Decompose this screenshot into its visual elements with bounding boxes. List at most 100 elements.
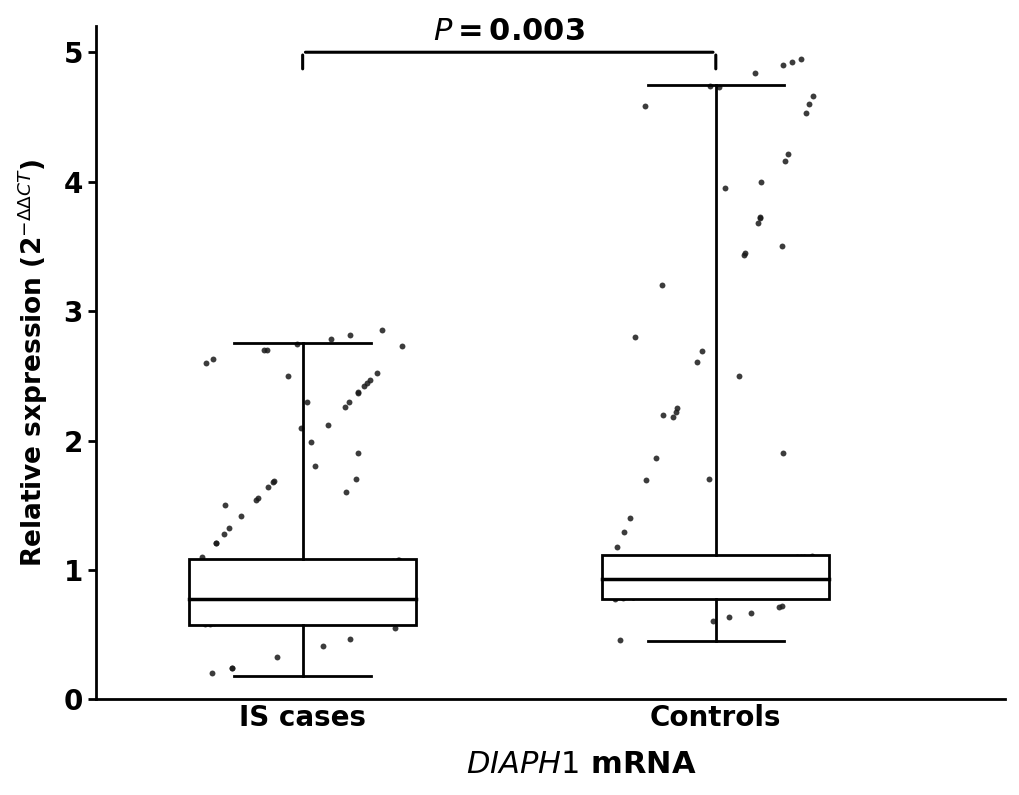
- Point: [288, 338, 305, 351]
- Point: [217, 588, 233, 601]
- Point: [378, 556, 394, 568]
- Point: [704, 615, 720, 627]
- Point: [220, 615, 236, 628]
- Point: [230, 585, 247, 598]
- Point: [639, 568, 655, 581]
- Point: [751, 211, 767, 224]
- Point: [252, 611, 268, 624]
- Point: [614, 525, 631, 538]
- Point: [735, 249, 751, 262]
- Point: [712, 560, 729, 572]
- Point: [668, 401, 685, 414]
- Point: [797, 107, 813, 119]
- Point: [267, 609, 283, 622]
- Point: [795, 574, 811, 587]
- Point: [292, 421, 309, 434]
- Point: [390, 553, 407, 566]
- Point: [634, 569, 650, 582]
- Point: [386, 621, 403, 634]
- Point: [773, 600, 790, 613]
- Point: [280, 607, 297, 620]
- Point: [315, 639, 331, 652]
- Point: [762, 577, 779, 590]
- Point: [265, 475, 281, 488]
- Point: [768, 553, 785, 566]
- Point: [341, 632, 358, 645]
- Point: [653, 567, 669, 580]
- Point: [307, 460, 323, 473]
- Point: [784, 55, 800, 68]
- Point: [198, 356, 214, 369]
- Point: [682, 564, 698, 576]
- Point: [221, 522, 237, 535]
- Point: [648, 588, 664, 601]
- Point: [341, 395, 358, 408]
- Point: [718, 581, 735, 594]
- Point: [771, 576, 788, 589]
- Point: [771, 576, 788, 589]
- Point: [701, 80, 717, 93]
- Point: [210, 589, 226, 602]
- Point: [747, 66, 763, 79]
- Point: [779, 148, 795, 161]
- Point: [770, 601, 787, 614]
- Point: [279, 370, 296, 382]
- Point: [792, 550, 808, 563]
- Point: [362, 597, 378, 610]
- Point: [773, 58, 790, 71]
- Point: [341, 329, 358, 342]
- Point: [720, 611, 737, 624]
- Point: [614, 591, 631, 604]
- Point: [775, 553, 792, 565]
- Point: [194, 551, 210, 564]
- Point: [303, 436, 319, 448]
- Point: [624, 591, 640, 603]
- Point: [772, 240, 789, 253]
- Point: [375, 556, 391, 569]
- Point: [298, 606, 314, 619]
- Point: [300, 605, 316, 618]
- Point: [646, 568, 662, 580]
- Point: [742, 607, 758, 619]
- Point: [206, 617, 222, 630]
- Point: [613, 572, 630, 584]
- Point: [199, 591, 215, 604]
- Point: [653, 279, 669, 292]
- Point: [689, 355, 705, 368]
- Point: [350, 386, 366, 399]
- Point: [706, 583, 722, 595]
- Point: [362, 374, 378, 386]
- Point: [700, 561, 716, 574]
- Point: [255, 580, 271, 593]
- Point: [336, 600, 353, 613]
- Point: [693, 345, 709, 358]
- Point: [773, 447, 790, 460]
- Point: [233, 614, 250, 626]
- Point: [793, 52, 809, 65]
- Point: [358, 560, 374, 572]
- Point: [259, 580, 275, 592]
- Point: [625, 591, 641, 603]
- Point: [336, 400, 353, 413]
- Point: [666, 405, 683, 418]
- Point: [608, 541, 625, 554]
- Point: [351, 561, 367, 574]
- Point: [248, 494, 264, 506]
- Point: [271, 577, 287, 590]
- Point: [737, 580, 753, 592]
- Point: [658, 566, 675, 579]
- Point: [621, 511, 637, 524]
- Point: [282, 575, 299, 588]
- Point: [757, 577, 773, 590]
- Point: [327, 566, 343, 579]
- Point: [322, 332, 338, 345]
- Point: [369, 366, 385, 379]
- Point: [700, 473, 716, 486]
- Point: [717, 559, 734, 572]
- Point: [656, 566, 673, 579]
- Point: [731, 370, 747, 382]
- Point: [648, 568, 664, 580]
- Point: [224, 661, 240, 674]
- Point: [316, 603, 332, 616]
- Point: [689, 584, 705, 597]
